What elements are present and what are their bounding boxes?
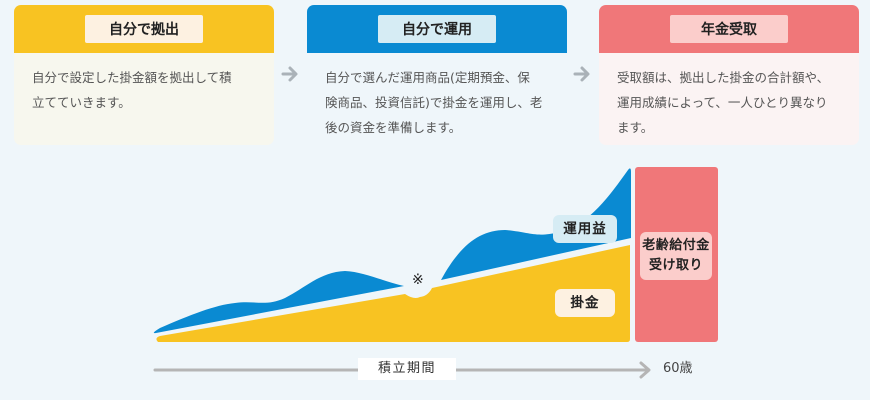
step-title: 年金受取: [670, 15, 788, 43]
arrow-right-icon: [281, 66, 298, 82]
step-card-receive: 年金受取 受取額は、拠出した掛金の合計額や、 運用成績によって、一人ひとり異なり…: [599, 5, 859, 145]
description-line: 自分で選んだ運用商品(定期預金、保: [325, 70, 530, 85]
step-title: 自分で拠出: [85, 15, 203, 43]
end-age-label: 60歳: [663, 361, 693, 376]
description-line: 立てていきます。: [32, 95, 131, 110]
contribution-area: [156, 245, 630, 342]
step-card-header: 自分で運用: [307, 5, 567, 53]
step-description: 受取額は、拠出した掛金の合計額や、 運用成績によって、一人ひとり異なり ます。: [599, 53, 859, 145]
description-line: 受取額は、拠出した掛金の合計額や、: [617, 70, 830, 85]
timeline-arrowhead-icon: [639, 361, 651, 379]
note-mark: ※: [412, 272, 424, 288]
step-description: 自分で選んだ運用商品(定期預金、保 険商品、投資信託)で掛金を運用し、老 後の資…: [307, 53, 567, 145]
gain-area: [441, 168, 631, 280]
gain-label: 運用益: [553, 215, 617, 243]
step-title: 自分で運用: [378, 15, 496, 43]
description-line: 後の資金を準備します。: [325, 120, 462, 135]
description-line: 運用成績によって、一人ひとり異なり: [617, 95, 828, 110]
receive-label-line: 老齢給付金: [642, 238, 710, 253]
gain-area: [153, 271, 404, 334]
step-card-contribute: 自分で拠出 自分で設定した掛金額を拠出して積 立てていきます。: [14, 5, 274, 145]
step-card-invest: 自分で運用 自分で選んだ運用商品(定期預金、保 険商品、投資信託)で掛金を運用し…: [307, 5, 567, 145]
period-label: 積立期間: [358, 358, 456, 380]
description-line: 自分で設定した掛金額を拠出して積: [32, 70, 232, 85]
receive-label-line: 受け取り: [648, 258, 703, 273]
description-line: ます。: [617, 120, 654, 135]
description-line: 険商品、投資信託)で掛金を運用し、老: [325, 95, 543, 110]
receive-label: 老齢給付金 受け取り: [640, 232, 712, 280]
step-description: 自分で設定した掛金額を拠出して積 立てていきます。: [14, 53, 274, 145]
step-card-header: 自分で拠出: [14, 5, 274, 53]
step-card-header: 年金受取: [599, 5, 859, 53]
contribution-label: 掛金: [555, 289, 615, 317]
arrow-right-icon: [573, 66, 590, 82]
